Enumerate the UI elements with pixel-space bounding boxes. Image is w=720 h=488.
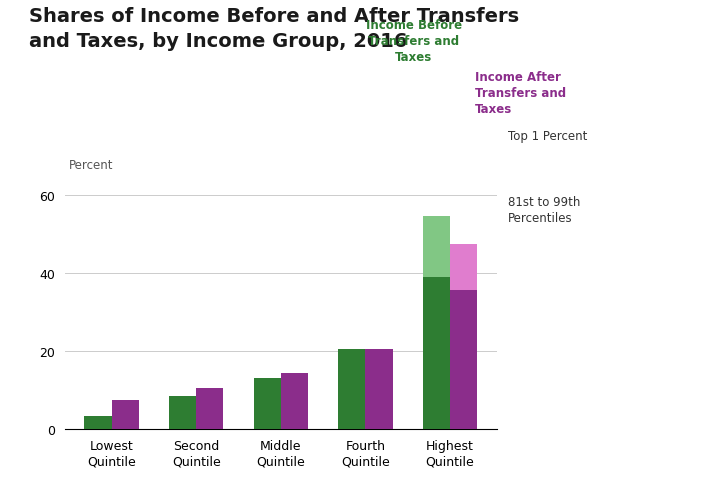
Bar — [450, 291, 477, 429]
Bar — [112, 400, 139, 429]
Text: 81st to 99th
Percentiles: 81st to 99th Percentiles — [508, 195, 581, 224]
Bar — [169, 396, 196, 429]
Bar — [253, 379, 281, 429]
Bar — [338, 349, 366, 429]
Bar — [281, 373, 308, 429]
Bar — [84, 416, 112, 429]
Bar — [366, 349, 392, 429]
Bar — [196, 388, 223, 429]
Text: Income After
Transfers and
Taxes: Income After Transfers and Taxes — [475, 71, 567, 116]
Bar — [423, 277, 450, 429]
Text: Income Before
Transfers and
Taxes: Income Before Transfers and Taxes — [366, 19, 462, 63]
Text: Top 1 Percent: Top 1 Percent — [508, 130, 588, 143]
Text: and Taxes, by Income Group, 2016: and Taxes, by Income Group, 2016 — [29, 32, 408, 51]
Bar — [450, 244, 477, 291]
Text: Percent: Percent — [69, 159, 114, 172]
Bar — [423, 217, 450, 277]
Text: Shares of Income Before and After Transfers: Shares of Income Before and After Transf… — [29, 7, 519, 26]
